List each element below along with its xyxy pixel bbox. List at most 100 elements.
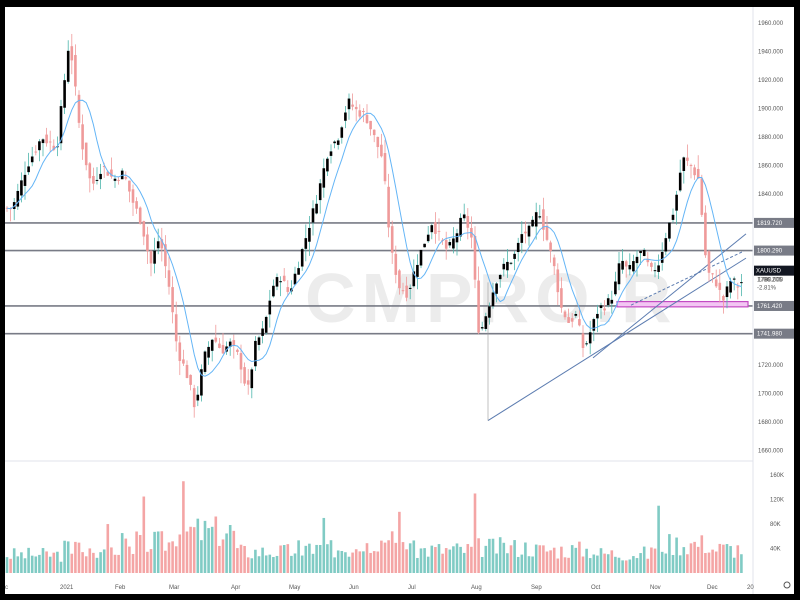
candle-body — [635, 256, 639, 264]
volume-bar — [477, 538, 480, 573]
candle-body — [707, 251, 711, 273]
candle-body — [311, 208, 315, 223]
volume-bar — [304, 545, 308, 573]
candle-body — [239, 353, 243, 370]
moving-average — [6, 99, 742, 377]
candle-body — [506, 261, 509, 271]
volume-bar — [700, 535, 704, 573]
volume-bar — [534, 544, 538, 573]
volume-bar — [250, 558, 254, 573]
candle-body — [650, 262, 653, 267]
volume-bar — [552, 547, 556, 573]
candle-body — [369, 120, 372, 130]
candle-body — [77, 94, 81, 123]
candle-body — [570, 318, 574, 322]
level-label: 1800.290 — [757, 249, 783, 255]
candle-body — [534, 212, 538, 227]
candle-body — [704, 212, 707, 256]
candle-body — [628, 265, 632, 270]
volume-bar — [596, 555, 599, 573]
candle-body — [459, 217, 462, 237]
volume-bar — [430, 545, 434, 573]
volume-bar — [264, 555, 268, 573]
candle-body — [581, 333, 585, 348]
volume-bar — [459, 546, 462, 573]
candle-body — [362, 111, 365, 113]
candle-body — [182, 359, 185, 364]
volume-bar — [282, 545, 286, 573]
volume-bar — [506, 553, 509, 573]
volume-bar — [606, 554, 610, 573]
volume-bar — [574, 547, 578, 573]
candle-body — [642, 249, 646, 257]
candle-body — [344, 112, 347, 121]
volume-bar — [516, 556, 520, 573]
candle-body — [203, 351, 207, 372]
volume-bar — [495, 553, 498, 573]
candle-body — [678, 172, 682, 191]
level-label: 1819.720 — [757, 221, 783, 227]
candle-body — [390, 226, 394, 253]
volume-bar — [156, 531, 160, 573]
candle-body — [426, 234, 430, 242]
candle-body — [567, 317, 570, 323]
volume-bar — [228, 525, 232, 573]
volume-bar — [207, 528, 210, 573]
price-tick-label: 1780.000 — [758, 278, 784, 284]
candle-body — [214, 337, 218, 342]
candle-body — [596, 313, 599, 319]
volume-bar — [48, 556, 52, 573]
last-price-label: 1786.205 — [757, 278, 783, 284]
candle-body — [527, 225, 531, 237]
volume-bar — [585, 548, 588, 573]
candle-body — [113, 178, 117, 181]
candle-body — [128, 180, 131, 192]
volume-bar — [390, 531, 394, 573]
change-pct-label: -2.81% — [757, 286, 777, 292]
candle-body — [646, 258, 650, 263]
level-label-box — [754, 300, 794, 311]
trendline — [630, 250, 745, 306]
candle-body — [657, 265, 660, 272]
volume-bar — [329, 540, 333, 573]
candle-body — [423, 243, 426, 248]
candle-body — [88, 163, 92, 179]
volume-bar — [120, 533, 124, 573]
volume-bar — [257, 556, 261, 573]
volume-bar — [34, 556, 38, 573]
time-tick-label: Jul — [408, 585, 416, 591]
settings-icon[interactable] — [783, 581, 791, 589]
volume-bar — [693, 541, 696, 573]
candle-body — [70, 46, 74, 61]
volume-bar — [686, 554, 689, 573]
volume-bar — [488, 538, 491, 573]
candle-body — [246, 380, 250, 385]
volume-bar — [524, 542, 527, 573]
candle-body — [682, 157, 686, 171]
candle-body — [192, 388, 196, 408]
volume-bar — [336, 550, 340, 573]
candle-body — [563, 311, 567, 318]
candle-body — [671, 214, 675, 220]
volume-bar — [491, 538, 495, 573]
candle-body — [135, 201, 138, 209]
candle-body — [606, 298, 610, 306]
volume-bar — [59, 561, 63, 573]
candle-body — [153, 250, 156, 264]
volume-bar — [714, 551, 718, 573]
volume-bar — [171, 541, 174, 573]
volume-bar — [210, 526, 214, 573]
candle-body — [668, 222, 671, 239]
volume-bar — [603, 553, 606, 573]
candle-body — [545, 225, 549, 240]
candle-body — [218, 343, 221, 348]
volume-bar — [718, 543, 722, 573]
candle-body — [23, 174, 27, 186]
volume-axis: 160K 120K 80K 40K — [770, 473, 784, 552]
candle-body — [574, 313, 578, 316]
volume-bar — [178, 534, 182, 573]
chart-svg[interactable]: CMPRO.R 1960.000 1940.000 1920.000 1900.000… — [5, 7, 794, 594]
volume-bar — [99, 552, 102, 573]
volume-bar — [527, 556, 531, 573]
time-tick-label: 20 — [747, 585, 754, 591]
